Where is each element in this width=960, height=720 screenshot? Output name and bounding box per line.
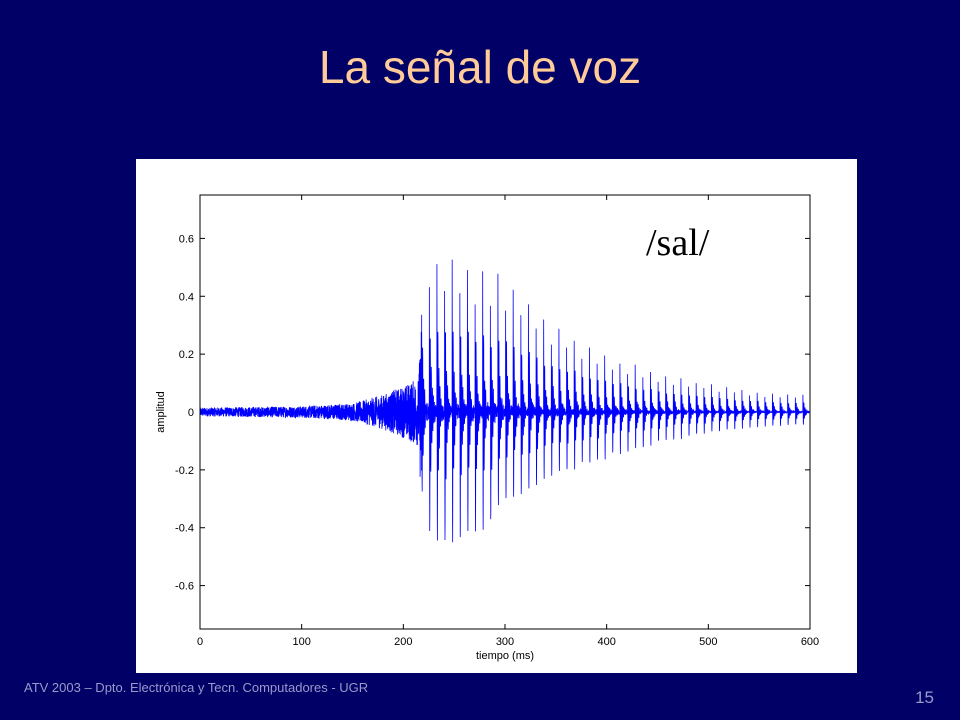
- plot-frame: [199, 194, 811, 630]
- slide-title: La señal de voz: [318, 41, 642, 93]
- y-tick-label: -0.4: [175, 523, 194, 535]
- y-tick-label: 0.6: [179, 233, 194, 245]
- y-tick-label: 0.4: [179, 291, 194, 303]
- y-tick-label: -0.6: [175, 581, 194, 593]
- signal-waveform: [199, 259, 811, 543]
- phoneme-annotation: /sal/: [646, 222, 710, 264]
- x-tick-label: 200: [394, 636, 412, 648]
- x-tick-label: 0: [197, 636, 203, 648]
- y-axis-label: amplitud: [155, 391, 167, 433]
- x-tick-label: 600: [801, 636, 819, 648]
- y-tick-label: -0.2: [175, 465, 194, 477]
- waveform-chart: 0 100 200 300 400 500 600 0.6 0.4 0.2 0 -0.2 -0.4 -0.…: [155, 194, 819, 662]
- page-number: 15: [915, 688, 934, 707]
- waveform-figure: 0 100 200 300 400 500 600 0.6 0.4 0.2 0 -0.2 -0.4 -0.…: [136, 159, 857, 673]
- y-tick-label: 0.2: [179, 349, 194, 361]
- x-tick-label: 400: [597, 636, 615, 648]
- x-axis-label: tiempo (ms): [476, 650, 534, 662]
- y-tick-label: 0: [188, 407, 194, 419]
- footer-text: ATV 2003 – Dpto. Electrónica y Tecn. Com…: [24, 680, 369, 695]
- x-tick-label: 300: [496, 636, 514, 648]
- x-tick-label: 100: [292, 636, 310, 648]
- x-tick-label: 500: [699, 636, 717, 648]
